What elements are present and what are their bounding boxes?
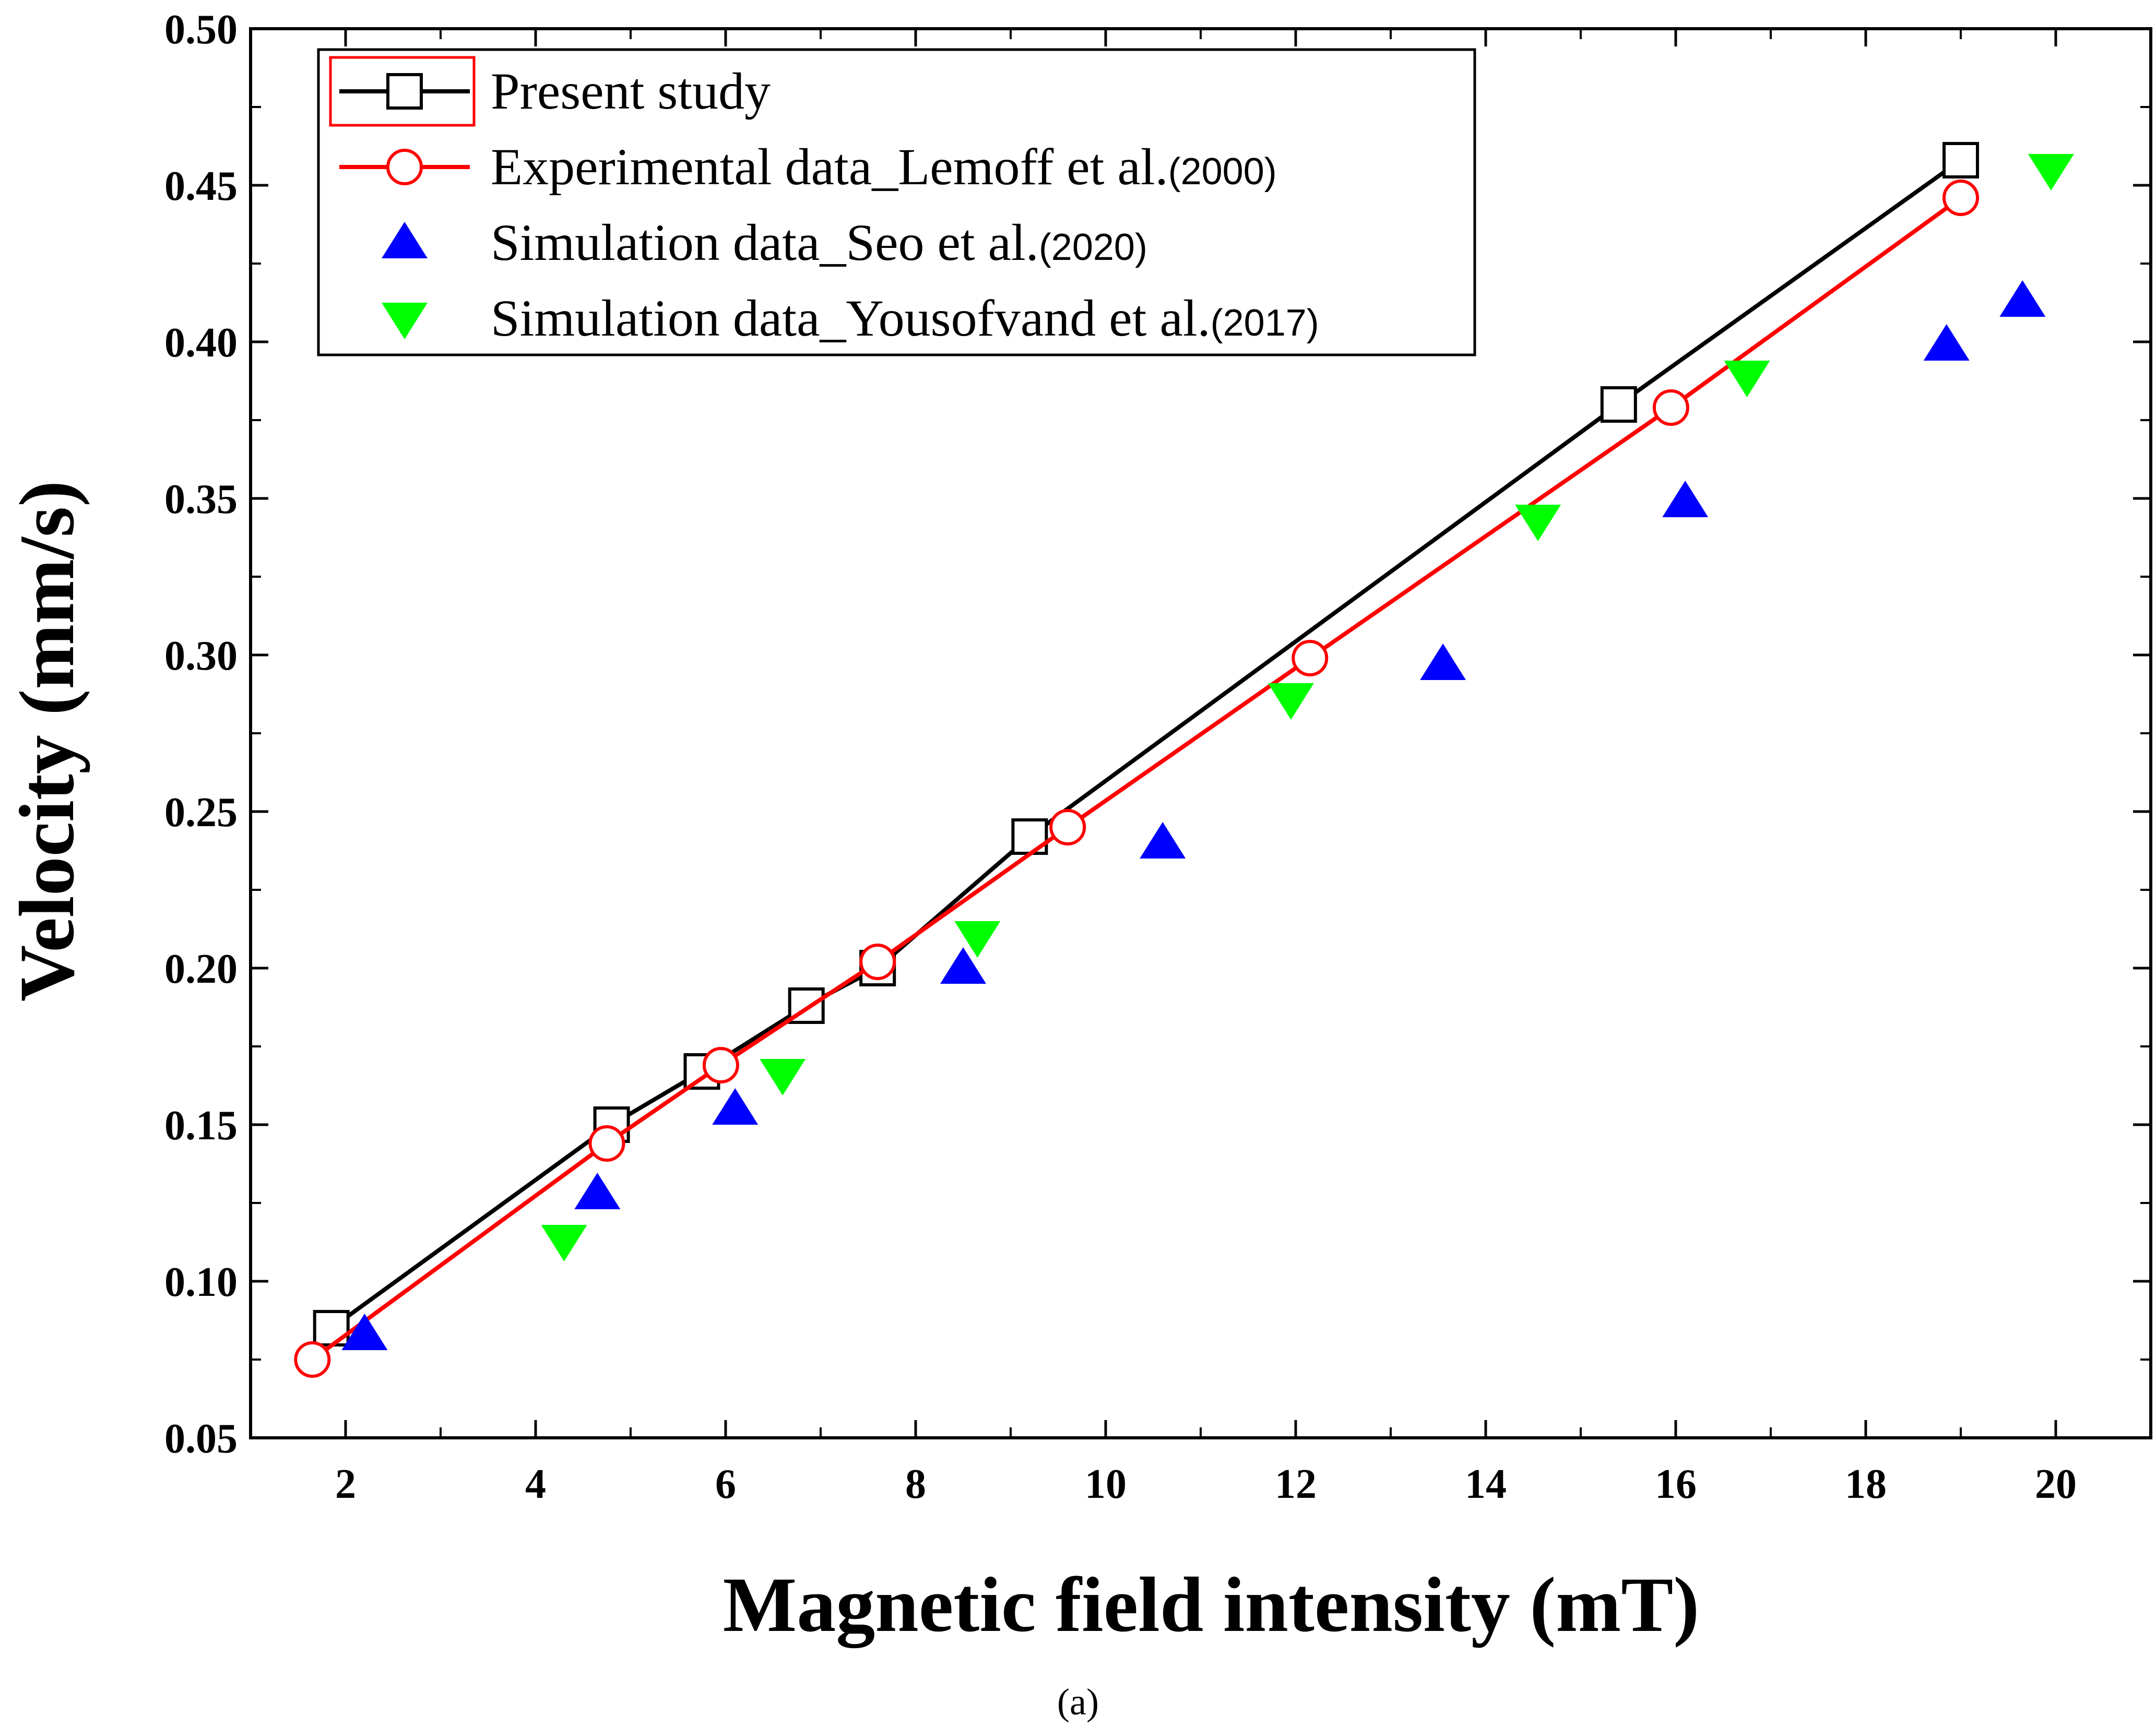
x-tick-label: 14: [1465, 1461, 1507, 1507]
data-point: [1662, 481, 1709, 517]
data-point: [1515, 505, 1561, 541]
legend-label: Present study: [491, 62, 771, 120]
x-tick-label: 4: [525, 1461, 546, 1507]
x-tick-label: 20: [2035, 1461, 2077, 1507]
x-tick-label: 16: [1655, 1461, 1697, 1507]
y-tick-label: 0.50: [164, 7, 238, 53]
data-point: [1049, 809, 1086, 845]
data-point: [313, 1310, 350, 1346]
data-point: [1600, 386, 1637, 423]
axis-ticks: [251, 29, 2151, 1438]
data-point: [1267, 683, 1314, 720]
data-point: [294, 1341, 331, 1378]
x-tick-label: 8: [905, 1461, 926, 1507]
x-tick-label: 12: [1275, 1461, 1317, 1507]
legend-entry: Simulation data_Seo et al.(2020): [382, 213, 1147, 271]
figure-caption: (a): [1057, 1681, 1099, 1723]
series-2: [294, 180, 1979, 1378]
data-point: [1942, 142, 1979, 178]
data-point: [702, 1047, 739, 1083]
series-layer: [294, 142, 2074, 1378]
data-point: [1140, 822, 1186, 859]
data-point: [940, 947, 986, 984]
data-point: [541, 1225, 587, 1261]
series-3: [341, 280, 2046, 1350]
data-point: [1292, 640, 1329, 676]
data-point: [1652, 389, 1689, 426]
data-point: [859, 944, 896, 980]
legend-entry: Experimental data_Lemoff et al.(2000): [339, 138, 1277, 196]
x-tick-label: 6: [715, 1461, 736, 1507]
data-point: [1999, 280, 2046, 317]
legend-year: (2020): [1039, 227, 1147, 268]
y-tick-label: 0.35: [164, 476, 238, 522]
legend-entries: Present study Experimental data_Lemoff et…: [329, 56, 1319, 347]
series-line: [311, 196, 1962, 1362]
data-point: [1942, 180, 1979, 216]
legend-selection-box: [329, 56, 476, 127]
legend-marker: [382, 303, 428, 339]
legend-label: Simulation data_Seo et al.(2020): [491, 213, 1147, 271]
y-tick-label: 0.05: [164, 1416, 238, 1462]
data-point: [574, 1173, 621, 1209]
data-point: [2028, 154, 2074, 190]
data-point: [1420, 643, 1466, 680]
x-tick-label: 2: [335, 1461, 356, 1507]
legend-marker: [386, 73, 423, 110]
tick-labels: 2 4 6 8 10 12 14 16 18 20 0.05 0.10 0.15 0.20 0.25 0.30…: [164, 7, 2077, 1507]
x-axis-title: Magnetic field intensity (mT): [723, 1562, 1700, 1648]
data-point: [712, 1088, 759, 1125]
data-point: [341, 1314, 388, 1350]
y-tick-label: 0.45: [164, 163, 238, 209]
y-tick-label: 0.15: [164, 1103, 238, 1149]
y-tick-label: 0.20: [164, 946, 238, 992]
y-tick-label: 0.30: [164, 633, 238, 679]
data-point: [1724, 361, 1770, 397]
legend-label: Simulation data_Yousofvand et al.(2017): [491, 289, 1319, 347]
y-tick-label: 0.10: [164, 1259, 238, 1305]
y-tick-label: 0.25: [164, 790, 238, 836]
x-tick-label: 10: [1085, 1461, 1127, 1507]
data-point: [760, 1059, 806, 1095]
y-tick-label: 0.40: [164, 320, 238, 366]
legend-marker: [386, 149, 423, 185]
data-point: [1923, 324, 1970, 361]
legend: Present study Experimental data_Lemoff et…: [317, 48, 1476, 356]
data-point: [954, 921, 1001, 958]
legend-entry: Simulation data_Yousofvand et al.(2017): [382, 289, 1319, 347]
series-4: [541, 154, 2074, 1261]
legend-box: [317, 48, 1476, 356]
legend-entry: Present study: [339, 62, 771, 120]
y-axis-title: Velocity (mm/s): [4, 481, 90, 1002]
data-point: [588, 1125, 625, 1162]
legend-year: (2000): [1168, 151, 1277, 193]
legend-year: (2017): [1211, 302, 1319, 344]
legend-label: Experimental data_Lemoff et al.(2000): [491, 138, 1277, 196]
x-tick-label: 18: [1845, 1461, 1887, 1507]
legend-marker: [382, 222, 428, 258]
